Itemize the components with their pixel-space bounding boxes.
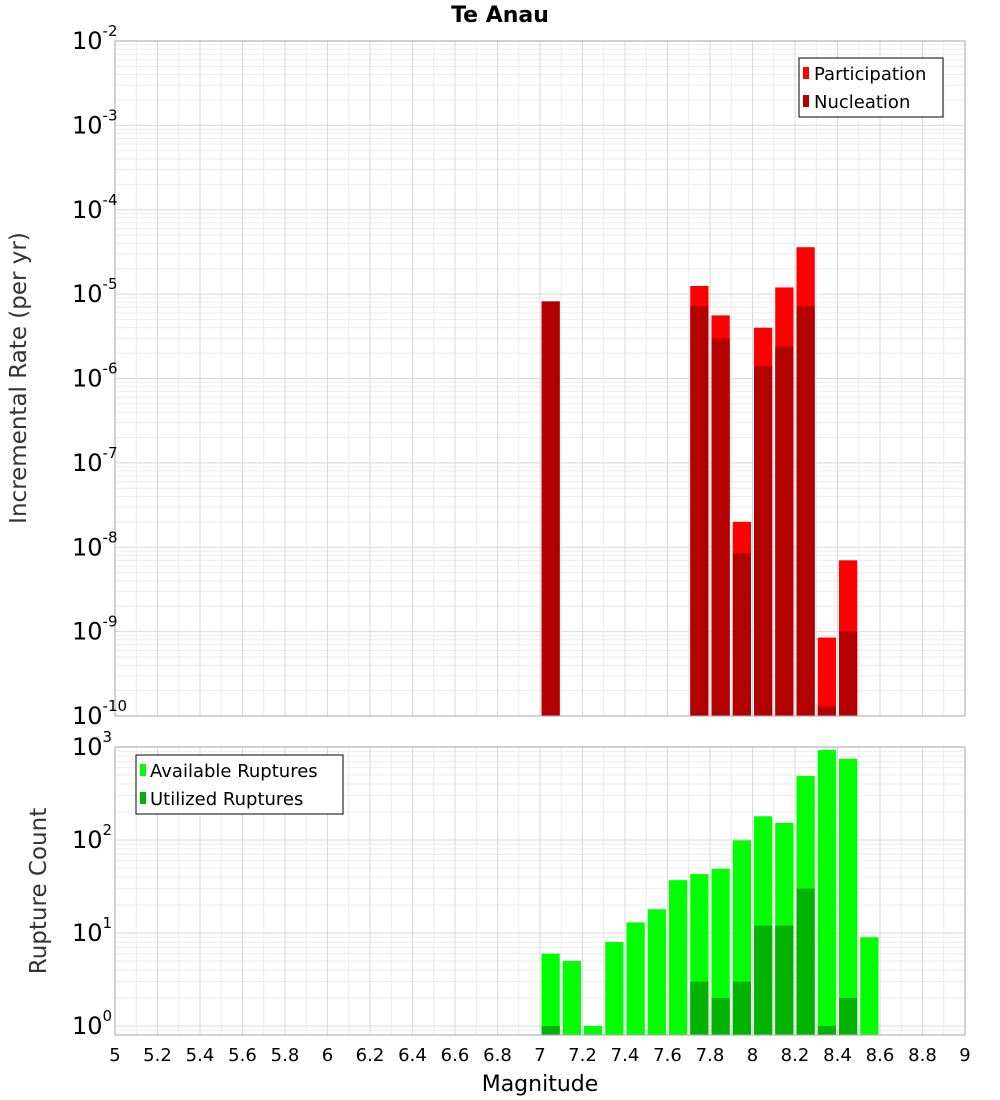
x-tick-label: 8.8 <box>908 1045 937 1066</box>
legend-available-label: Available Ruptures <box>150 761 318 782</box>
x-tick-label: 6.2 <box>356 1045 385 1066</box>
top-bar-nucleation <box>817 706 836 716</box>
legend-participation-swatch <box>803 67 809 79</box>
legend-nucleation-swatch <box>803 95 809 107</box>
x-tick-label: 5 <box>109 1045 120 1066</box>
x-tick-label: 7.6 <box>653 1045 682 1066</box>
x-tick-label: 6.6 <box>441 1045 470 1066</box>
legend-available-swatch <box>140 764 146 776</box>
top-legend: Participation Nucleation <box>798 57 944 118</box>
x-tick-label: 8.2 <box>781 1045 810 1066</box>
top-y-tick-label: 10-8 <box>72 528 118 561</box>
x-tick-label: 9 <box>959 1045 970 1066</box>
bottom-y-tick-labels: 100 101 102 103 <box>72 728 112 1040</box>
top-y-tick-label: 10-6 <box>72 360 118 393</box>
bottom-bar-utilized-ruptures <box>711 997 730 1035</box>
top-y-tick-label: 10-4 <box>72 191 118 224</box>
top-bar-nucleation <box>711 338 730 716</box>
x-tick-label: 6.8 <box>483 1045 512 1066</box>
top-bars <box>541 247 858 716</box>
top-y-tick-label: 10-2 <box>72 22 118 55</box>
top-bar-nucleation <box>754 366 773 716</box>
top-bar-nucleation <box>690 306 709 716</box>
x-tick-label: 6 <box>322 1045 333 1066</box>
bottom-bar-available-ruptures <box>711 868 730 1035</box>
x-tick-label: 5.6 <box>228 1045 257 1066</box>
x-tick-label: 6.4 <box>398 1045 427 1066</box>
top-bar-nucleation <box>796 306 815 716</box>
bottom-legend: Available Ruptures Utilized Ruptures <box>135 754 344 815</box>
x-tick-label: 5.8 <box>271 1045 300 1066</box>
top-bar-participation <box>817 637 836 716</box>
bottom-bar-available-ruptures <box>562 960 581 1035</box>
bottom-bar-available-ruptures <box>669 880 688 1035</box>
x-tick-label: 7 <box>534 1045 545 1066</box>
top-plot-border <box>114 40 966 717</box>
bottom-bar-available-ruptures <box>541 953 560 1035</box>
top-y-tick-labels: 10-10 10-9 10-8 10-7 10-6 10-5 10-4 10-3 10-2 <box>72 22 127 730</box>
top-bar-nucleation <box>775 346 794 716</box>
bottom-bar-utilized-ruptures <box>690 981 709 1035</box>
bottom-bar-available-ruptures <box>839 758 858 1035</box>
bottom-bar-utilized-ruptures <box>796 888 815 1035</box>
bottom-bar-available-ruptures <box>647 909 666 1035</box>
bottom-bars <box>541 749 879 1035</box>
x-tick-label: 8.6 <box>866 1045 895 1066</box>
bottom-y-tick-label: 103 <box>72 728 112 761</box>
legend-nucleation-label: Nucleation <box>814 92 910 113</box>
x-tick-labels: 5 5.2 5.4 5.6 5.8 6 6.2 6.4 6.6 6.8 7 7.2 7.4 7.6 7.8 8… <box>109 1045 970 1066</box>
bottom-bar-utilized-ruptures <box>839 997 858 1035</box>
top-y-tick-label: 10-10 <box>72 697 127 730</box>
top-bar-nucleation <box>732 553 751 716</box>
legend-participation-label: Participation <box>814 64 926 85</box>
chart-title: Te Anau <box>451 3 549 28</box>
top-y-tick-label: 10-9 <box>72 613 118 646</box>
x-tick-label: 7.4 <box>611 1045 640 1066</box>
bottom-y-tick-label: 101 <box>72 914 112 947</box>
bottom-bar-available-ruptures <box>584 1025 603 1035</box>
top-bar-nucleation <box>839 631 858 716</box>
top-y-tick-label: 10-7 <box>72 444 118 477</box>
x-tick-label: 8 <box>747 1045 758 1066</box>
x-axis-label: Magnitude <box>482 1072 599 1097</box>
bottom-y-tick-label: 100 <box>72 1007 112 1040</box>
top-bar-nucleation <box>541 301 560 716</box>
x-tick-label: 8.4 <box>823 1045 852 1066</box>
top-grid <box>114 41 966 717</box>
bottom-bar-utilized-ruptures <box>732 981 751 1035</box>
x-tick-label: 5.4 <box>186 1045 215 1066</box>
bottom-bar-utilized-ruptures <box>817 1025 836 1035</box>
bottom-bar-available-ruptures <box>626 922 645 1035</box>
bottom-y-axis-label: Rupture Count <box>26 808 52 974</box>
bottom-legend-box <box>135 754 344 815</box>
x-tick-label: 7.2 <box>568 1045 597 1066</box>
bottom-bar-utilized-ruptures <box>541 1025 560 1035</box>
bottom-bar-utilized-ruptures <box>754 925 773 1035</box>
legend-utilized-label: Utilized Ruptures <box>150 789 303 810</box>
bottom-bar-available-ruptures <box>860 937 879 1035</box>
bottom-bar-available-ruptures <box>817 749 836 1035</box>
bottom-y-tick-label: 102 <box>72 821 112 854</box>
x-tick-label: 5.2 <box>143 1045 172 1066</box>
x-tick-label: 7.8 <box>696 1045 725 1066</box>
top-y-axis-label: Incremental Rate (per yr) <box>6 232 32 524</box>
top-y-tick-label: 10-5 <box>72 275 118 308</box>
bottom-bar-available-ruptures <box>605 942 624 1035</box>
bottom-bar-utilized-ruptures <box>775 925 794 1035</box>
legend-utilized-swatch <box>140 792 146 804</box>
top-legend-box <box>798 57 944 118</box>
top-y-tick-label: 10-3 <box>72 106 118 139</box>
bottom-plot-border <box>114 746 966 1036</box>
